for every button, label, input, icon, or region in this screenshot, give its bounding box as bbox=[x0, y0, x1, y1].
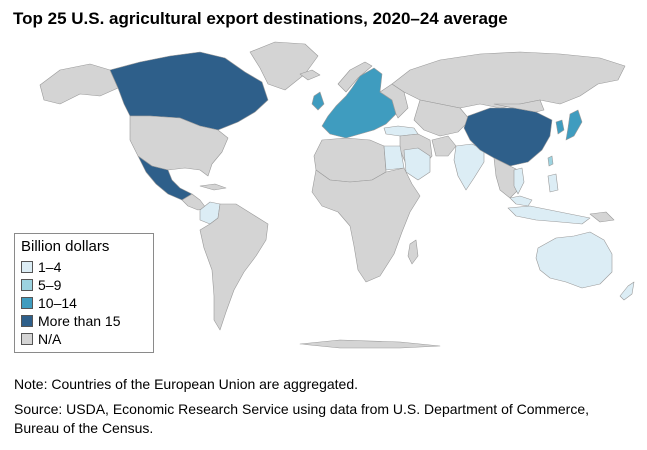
legend-label: N/A bbox=[38, 331, 62, 347]
country-south-america bbox=[199, 203, 269, 331]
legend-swatch bbox=[21, 333, 33, 345]
country-alaska bbox=[39, 63, 119, 105]
legend-swatch bbox=[21, 297, 33, 309]
legend-label: 5–9 bbox=[38, 277, 62, 293]
country-central-asia bbox=[413, 99, 471, 137]
country-malaysia bbox=[509, 195, 533, 207]
legend-item: 10–14 bbox=[21, 294, 147, 312]
country-united-kingdom bbox=[311, 91, 325, 111]
country-vietnam bbox=[513, 167, 525, 195]
country-india bbox=[453, 143, 485, 191]
legend-item: N/A bbox=[21, 330, 147, 348]
country-madagascar bbox=[407, 239, 419, 265]
country-north-africa bbox=[313, 137, 387, 183]
legend-item: 1–4 bbox=[21, 258, 147, 276]
legend-swatch bbox=[21, 315, 33, 327]
country-philippines bbox=[547, 173, 559, 193]
world-map bbox=[39, 41, 635, 349]
country-european-union bbox=[321, 67, 397, 139]
legend-label: 10–14 bbox=[38, 295, 77, 311]
legend-item: More than 15 bbox=[21, 312, 147, 330]
legend-label: More than 15 bbox=[38, 313, 121, 329]
country-russia bbox=[391, 51, 626, 109]
map-source: Source: USDA, Economic Research Service … bbox=[14, 401, 589, 436]
legend-title: Billion dollars bbox=[21, 238, 110, 255]
country-indonesia bbox=[507, 205, 591, 225]
country-australia bbox=[535, 231, 613, 289]
country-caribbean bbox=[199, 183, 227, 191]
country-papua-new-guinea bbox=[589, 211, 615, 223]
map-note: Note: Countries of the European Union ar… bbox=[14, 376, 359, 392]
chart-title: Top 25 U.S. agricultural export destinat… bbox=[13, 9, 508, 28]
legend-label: 1–4 bbox=[38, 259, 62, 275]
legend-item: 5–9 bbox=[21, 276, 147, 294]
map-legend: Billion dollars 1–4 5–9 10–14 More than … bbox=[14, 233, 154, 353]
country-new-zealand bbox=[619, 281, 635, 301]
country-iceland bbox=[299, 69, 321, 81]
country-antarctica bbox=[299, 339, 441, 349]
legend-swatch bbox=[21, 261, 33, 273]
country-south-asia-west bbox=[431, 135, 457, 157]
country-mongolia bbox=[493, 99, 545, 113]
country-korea bbox=[555, 119, 565, 135]
country-taiwan bbox=[547, 155, 554, 167]
legend-swatch bbox=[21, 279, 33, 291]
country-sub-saharan-africa bbox=[311, 167, 421, 283]
country-japan bbox=[565, 109, 583, 141]
country-norway bbox=[337, 61, 373, 93]
